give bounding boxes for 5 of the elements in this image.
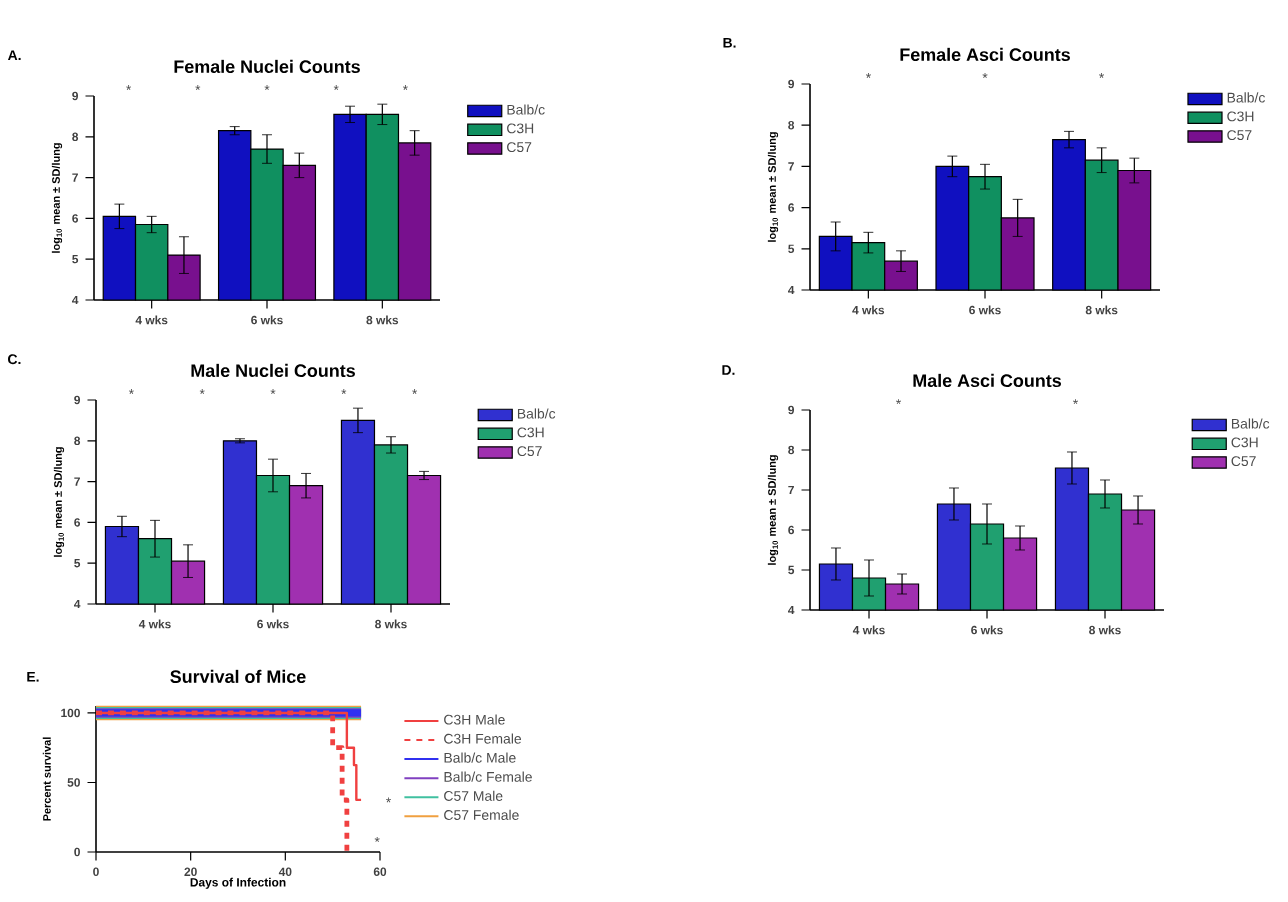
chart-title: Female Asci Counts xyxy=(900,47,1070,62)
chart-title: Survival of Mice xyxy=(170,669,306,684)
chart-title: Female Nuclei Counts xyxy=(174,59,360,74)
chart-title: Male Nuclei Counts xyxy=(191,363,355,378)
chart-title: Male Asci Counts xyxy=(913,373,1062,388)
